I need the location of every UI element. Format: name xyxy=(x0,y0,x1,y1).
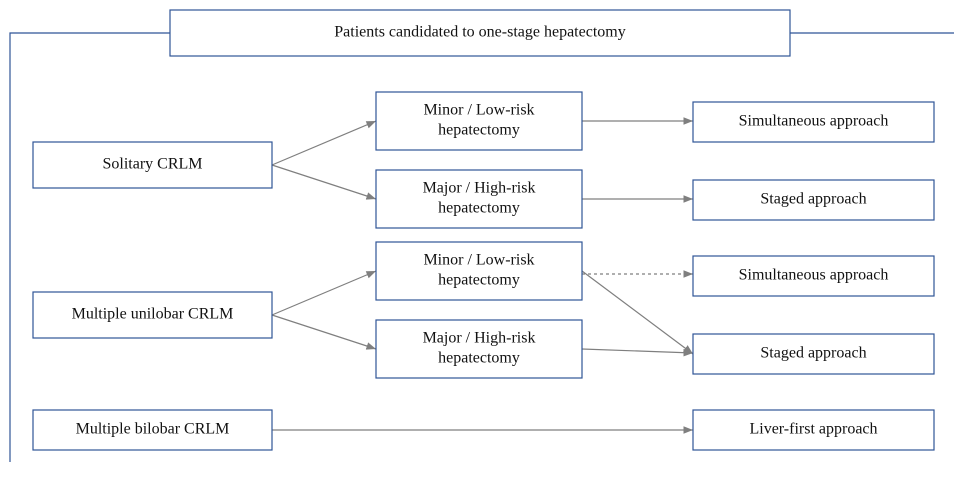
node-label: Multiple unilobar CRLM xyxy=(72,306,234,323)
title: Patients candidated to one-stage hepatec… xyxy=(334,24,625,41)
node-label: hepatectomy xyxy=(438,350,520,367)
node-box xyxy=(692,255,935,297)
node-label: Staged approach xyxy=(760,345,866,362)
arrow xyxy=(271,120,377,166)
node-box xyxy=(375,169,583,229)
node-label: Simultaneous approach xyxy=(739,267,889,284)
node-label: Multiple bilobar CRLM xyxy=(76,421,230,438)
arrows xyxy=(271,117,694,434)
node-label: Staged approach xyxy=(760,191,866,208)
node-label: Simultaneous approach xyxy=(739,113,889,130)
node-label: hepatectomy xyxy=(438,200,520,217)
node-box xyxy=(375,91,583,151)
node-box xyxy=(692,409,935,451)
node-box xyxy=(692,333,935,375)
node-label: Major / High-risk xyxy=(423,330,536,347)
title-box xyxy=(169,9,791,57)
node-label: hepatectomy xyxy=(438,122,520,139)
arrow xyxy=(581,348,694,357)
arrow xyxy=(271,164,377,200)
node-box xyxy=(32,409,273,451)
node-box xyxy=(375,241,583,301)
arrow xyxy=(271,270,377,316)
node-label: Solitary CRLM xyxy=(102,156,202,173)
node-box xyxy=(32,291,273,339)
arrow xyxy=(581,270,694,355)
node-label: Minor / Low-risk xyxy=(423,252,534,269)
node-box xyxy=(32,141,273,189)
node-box xyxy=(692,101,935,143)
bracket-left xyxy=(9,32,170,462)
arrow xyxy=(271,314,377,350)
node-label: hepatectomy xyxy=(438,272,520,289)
node-box xyxy=(375,319,583,379)
node-label: Liver-first approach xyxy=(749,421,877,438)
node-label: Minor / Low-risk xyxy=(423,102,534,119)
node-label: Major / High-risk xyxy=(423,180,536,197)
node-box xyxy=(692,179,935,221)
